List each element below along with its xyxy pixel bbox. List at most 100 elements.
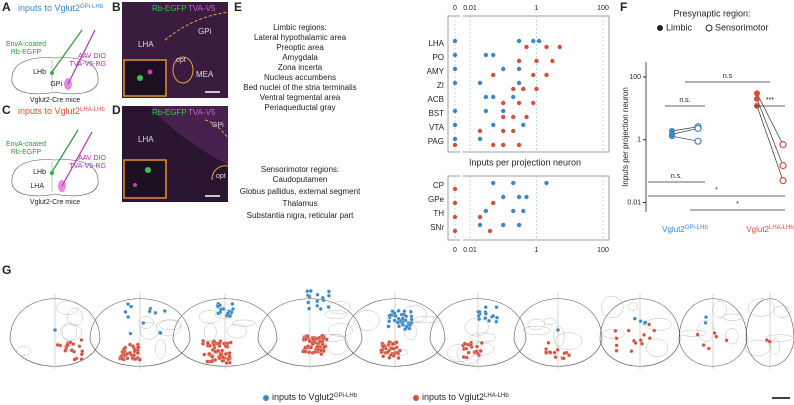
cell-dot	[223, 344, 228, 349]
data-dot	[524, 194, 529, 200]
cell-dot	[401, 323, 405, 327]
x-axis-title: Inputs per projection neuron	[469, 157, 581, 167]
brain-section	[599, 298, 681, 367]
cell-dot	[632, 316, 637, 321]
cell-dot	[317, 335, 322, 340]
region-name: Substantia nigra, reticular part	[247, 211, 355, 220]
region-code: ACB	[428, 95, 444, 104]
brain-structure	[773, 305, 792, 318]
cell-dot	[394, 340, 399, 345]
data-dot	[452, 214, 458, 220]
data-dot	[452, 122, 458, 128]
brain-structure	[464, 317, 489, 337]
cell-dot	[494, 319, 499, 324]
data-dot	[501, 128, 506, 134]
stain-label: Rb-EGFP	[152, 4, 187, 13]
significance-label: ***	[766, 97, 774, 104]
legend-label: Limbic	[666, 22, 693, 32]
cell-dot	[79, 357, 84, 362]
mouse-label: Vglut2-Cre mice	[30, 199, 80, 206]
data-dot	[511, 180, 516, 186]
cell-dot	[712, 331, 717, 335]
cell-dot	[71, 342, 76, 346]
region-name: Ventral tegmental area	[260, 93, 341, 102]
cell-dot	[128, 351, 132, 355]
cell-dot	[202, 352, 207, 357]
data-dot	[557, 44, 562, 50]
brain-structure	[328, 323, 353, 337]
cell-dot	[409, 314, 414, 319]
data-dot	[491, 142, 496, 148]
data-dot	[483, 108, 489, 114]
data-dot	[511, 86, 516, 92]
data-dot	[531, 38, 536, 44]
cell	[147, 69, 153, 75]
cell-dot	[224, 361, 229, 365]
cell-dot	[316, 347, 320, 352]
category-label: Vglut2LHA-LHb	[746, 225, 794, 235]
region-label: MEA	[196, 70, 214, 79]
panel-d: D Rb-EGFP TVA-V5 GPi LHA opt	[112, 103, 229, 202]
region-code: TH	[433, 209, 444, 218]
cell-dot	[307, 339, 312, 344]
significance-label: *	[715, 187, 718, 194]
cell-dot	[225, 311, 230, 316]
injection-site	[58, 180, 66, 192]
region-label: LHA	[138, 40, 154, 49]
cell-dot	[137, 358, 142, 362]
syringe	[67, 29, 96, 85]
region-code: SNr	[430, 223, 444, 232]
data-dot	[491, 52, 496, 58]
cell-dot	[548, 350, 553, 355]
brain-section	[172, 298, 278, 367]
tissue	[122, 106, 228, 165]
data-dot	[477, 80, 483, 86]
syringe	[61, 131, 93, 187]
data-dot	[477, 222, 483, 228]
cell-dot	[462, 341, 467, 346]
cell-dot	[379, 348, 384, 353]
cell-dot	[706, 346, 711, 351]
cell-dot	[218, 353, 223, 357]
cell-dot	[567, 353, 571, 358]
region-name: Bed nuclei of the stria terminalis	[243, 83, 356, 92]
cell-dot	[55, 343, 60, 347]
cell-dot	[552, 350, 557, 355]
cell-dot	[642, 332, 646, 337]
cell-dot	[392, 318, 397, 323]
sensorimotor-dot	[779, 177, 787, 185]
injection-site	[64, 78, 72, 90]
virus-label: EnvA-coated	[6, 41, 46, 48]
legend-sup: LHA-LHb	[484, 393, 509, 399]
y-axis-title: Inputs per projection neuron	[621, 87, 630, 187]
brain-structure	[602, 329, 625, 339]
data-dot	[477, 128, 483, 134]
cell-dot	[643, 320, 648, 325]
limbic-dot	[669, 133, 675, 140]
cell-dot	[135, 351, 140, 355]
cell-dot	[714, 334, 719, 339]
cell-dot	[614, 348, 619, 353]
stain-label: TVA-V5	[188, 4, 216, 13]
cell-dot	[63, 348, 68, 353]
data-dot	[452, 186, 458, 192]
cell-dot	[132, 348, 137, 353]
cell-dot	[466, 350, 471, 355]
cell-dot	[409, 317, 414, 322]
region-label: opt	[176, 57, 186, 64]
data-dot	[452, 38, 458, 44]
legend-sup: GPi-LHb	[334, 393, 358, 399]
cell-dot	[464, 346, 469, 351]
cell-dot	[129, 304, 134, 309]
x-tick-label: 0.01	[463, 247, 477, 254]
plot-box	[447, 15, 610, 153]
cell-dot	[396, 308, 401, 313]
cell-dot	[220, 359, 225, 363]
cell-dot	[128, 331, 133, 336]
cell-dot	[381, 354, 386, 359]
limbic-dot	[754, 90, 760, 97]
cell-dot	[208, 343, 212, 348]
category-sup: LHA-LHb	[769, 225, 794, 231]
cell-dot	[556, 328, 560, 332]
cell-dot	[126, 315, 131, 319]
